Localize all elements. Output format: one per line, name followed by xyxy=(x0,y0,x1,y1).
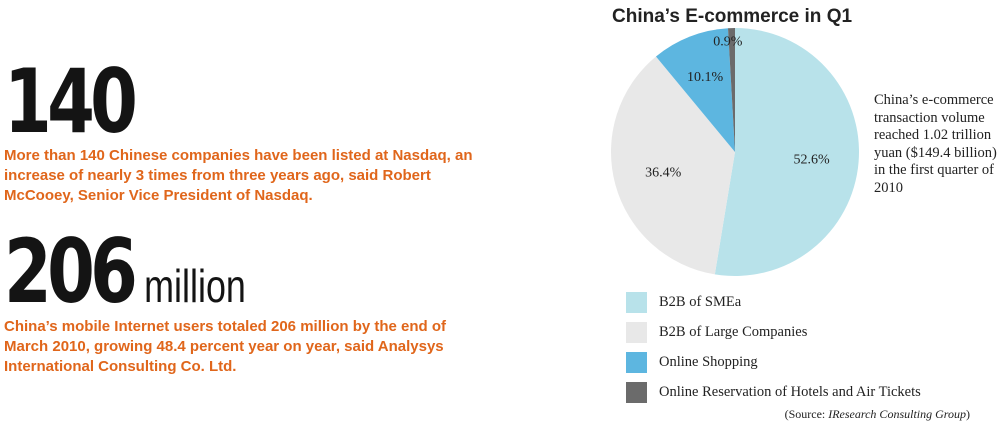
pie-slice-3 xyxy=(655,28,735,152)
chart-legend: B2B of SMEa B2B of Large Companies Online … xyxy=(626,287,921,407)
pie-slice-4 xyxy=(727,28,735,152)
pie-slice-label-1: 52.6% xyxy=(794,152,831,167)
stat-number-nasdaq: 140 xyxy=(4,58,138,146)
legend-swatch xyxy=(626,321,647,343)
pie-slices xyxy=(611,28,859,277)
legend-item: Online Shopping xyxy=(626,347,921,377)
chart-annotation: China’s e-commerce transaction volume re… xyxy=(874,92,997,196)
stat-number-value: 206 xyxy=(4,220,138,323)
legend-label: Online Shopping xyxy=(659,353,758,370)
stat-number-unit: million xyxy=(144,260,246,312)
stat-description-mobile-users: China’s mobile Internet users totaled 20… xyxy=(4,318,447,375)
pie-slice-2 xyxy=(611,56,735,275)
source-suffix: ) xyxy=(966,407,970,421)
pie-slice-label-4: 0.9% xyxy=(713,34,743,49)
legend-item: B2B of SMEa xyxy=(626,287,921,317)
legend-item: Online Reservation of Hotels and Air Tic… xyxy=(626,377,921,407)
legend-item: B2B of Large Companies xyxy=(626,317,921,347)
pie-slice-label-3: 10.1% xyxy=(687,70,724,85)
source-name: IResearch Consulting Group xyxy=(828,407,966,421)
legend-label: B2B of Large Companies xyxy=(659,323,808,340)
pie-slice-1 xyxy=(714,28,859,277)
legend-swatch xyxy=(626,381,647,403)
pie-slice-label-2: 36.4% xyxy=(645,165,682,180)
pie-slice-labels: 52.6% 36.4% 10.1% 0.9% xyxy=(645,34,830,180)
source-prefix: (Source: xyxy=(784,407,829,421)
legend-swatch xyxy=(626,351,647,373)
stat-number-mobile-users: 206 million xyxy=(4,228,246,316)
legend-label: B2B of SMEa xyxy=(659,293,742,310)
source-note: (Source: IResearch Consulting Group) xyxy=(785,407,970,422)
stat-description-nasdaq: More than 140 Chinese companies have bee… xyxy=(4,147,473,204)
legend-label: Online Reservation of Hotels and Air Tic… xyxy=(659,383,921,400)
chart-title: China’s E-commerce in Q1 xyxy=(612,6,853,27)
stat-number-value: 140 xyxy=(4,50,138,153)
legend-swatch xyxy=(626,291,647,313)
